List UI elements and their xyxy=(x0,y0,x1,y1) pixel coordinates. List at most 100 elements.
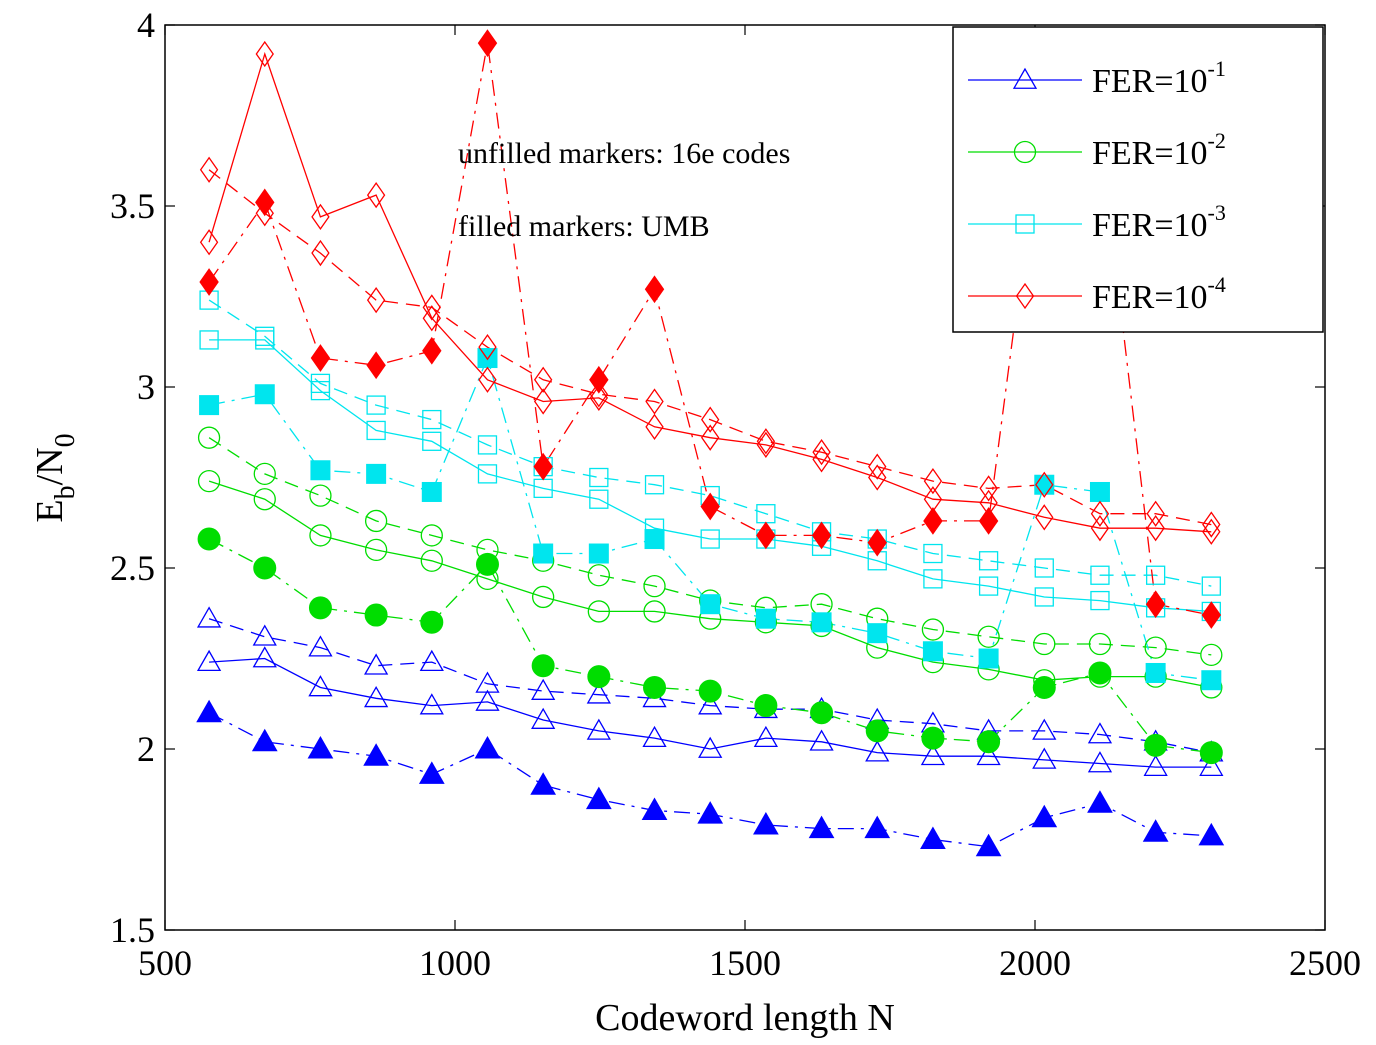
x-tick-label-4: 2500 xyxy=(1289,943,1361,983)
series-5-point-1 xyxy=(253,556,277,580)
series-10-point-7 xyxy=(589,381,609,408)
series-8-point-3 xyxy=(366,463,387,484)
series-2-point-11 xyxy=(808,815,835,839)
series-10-point-10 xyxy=(756,428,776,455)
series-2-point-16 xyxy=(1087,790,1113,813)
series-11-point-12 xyxy=(867,528,887,557)
series-5-point-5 xyxy=(475,552,499,576)
series-4-point-0 xyxy=(197,426,221,449)
series-11-point-17 xyxy=(1145,590,1166,619)
series-8-point-14 xyxy=(978,648,999,669)
series-7-point-5 xyxy=(477,435,498,455)
x-tick-label-0: 500 xyxy=(138,943,192,983)
series-1-point-3 xyxy=(363,653,389,675)
series-11-point-13 xyxy=(923,507,943,535)
series-3-point-4 xyxy=(420,549,443,572)
series-0-point-8 xyxy=(642,725,667,748)
annotation-unfilled: unfilled markers: 16e codes xyxy=(458,137,790,170)
y-tick-label-5: 4 xyxy=(137,5,155,45)
series-5-point-13 xyxy=(921,726,945,750)
series-5-point-16 xyxy=(1088,661,1112,685)
series-11-point-3 xyxy=(366,351,386,380)
series-9-point-12 xyxy=(868,464,887,491)
series-2-point-3 xyxy=(363,743,389,766)
series-7-point-13 xyxy=(923,543,943,564)
series-11-point-0 xyxy=(199,268,219,296)
series-4-point-16 xyxy=(1088,632,1112,656)
y-axis-label: Eb/N0 xyxy=(29,433,81,522)
series-5-point-4 xyxy=(420,610,444,634)
series-5-point-8 xyxy=(643,675,667,699)
series-3-point-2 xyxy=(309,524,332,547)
series-10-point-17 xyxy=(1146,500,1165,527)
series-line-1 xyxy=(208,618,1212,754)
series-5-point-17 xyxy=(1144,733,1168,757)
series-5-point-9 xyxy=(698,679,722,703)
series-0-point-3 xyxy=(363,686,389,708)
legend-label-base-2: FER=10 xyxy=(1092,207,1208,244)
svg-text:Eb/N0: Eb/N0 xyxy=(29,433,81,522)
series-11-point-7 xyxy=(589,365,609,394)
series-4-point-17 xyxy=(1144,636,1167,659)
series-11-point-10 xyxy=(756,521,776,550)
series-11-point-8 xyxy=(644,275,665,304)
series-11-point-5 xyxy=(477,29,498,57)
legend-label-0: FER=10-1 xyxy=(1092,56,1226,100)
series-0-point-7 xyxy=(586,718,611,740)
series-7-point-2 xyxy=(310,373,331,394)
series-5-point-12 xyxy=(865,719,889,743)
series-4-point-7 xyxy=(587,564,610,587)
series-0-point-13 xyxy=(920,743,946,766)
series-3-point-6 xyxy=(532,585,555,609)
series-9-point-15 xyxy=(1035,504,1054,531)
series-10-point-6 xyxy=(533,366,553,393)
x-axis-label: Codeword length N xyxy=(595,997,895,1039)
series-0-point-9 xyxy=(698,736,723,758)
legend-marker-1 xyxy=(1013,140,1037,164)
series-3-point-0 xyxy=(197,469,221,493)
series-10-point-16 xyxy=(1090,500,1110,527)
series-2-point-7 xyxy=(585,786,612,810)
legend-label-1: FER=10-2 xyxy=(1092,128,1226,172)
series-10-point-4 xyxy=(422,294,441,321)
series-1-point-15 xyxy=(1032,718,1057,740)
series-7-point-8 xyxy=(644,475,665,495)
series-10-point-0 xyxy=(199,156,219,183)
series-8-point-7 xyxy=(588,543,609,564)
series-7-point-4 xyxy=(422,409,442,430)
series-1-point-7 xyxy=(586,682,611,704)
series-8-point-4 xyxy=(421,481,442,502)
series-0-point-11 xyxy=(809,729,834,751)
series-9-point-1 xyxy=(255,40,274,68)
y-axis-label-mid: /N xyxy=(29,447,71,485)
series-2-point-9 xyxy=(697,801,724,824)
series-4-point-18 xyxy=(1200,643,1223,667)
series-7-point-17 xyxy=(1145,565,1166,585)
legend-label-exp-0: -1 xyxy=(1208,56,1226,81)
series-11-point-18 xyxy=(1201,601,1222,629)
series-8-point-12 xyxy=(867,623,888,644)
series-7-point-3 xyxy=(366,395,386,415)
legend-label-exp-3: -4 xyxy=(1208,272,1226,297)
series-6-point-13 xyxy=(923,569,943,589)
series-10-point-8 xyxy=(645,388,664,415)
series-5-point-10 xyxy=(754,694,778,718)
series-9-point-0 xyxy=(199,229,219,256)
series-7-point-7 xyxy=(589,467,609,488)
series-5-point-3 xyxy=(364,603,388,627)
series-7-point-15 xyxy=(1034,558,1054,578)
y-tick-label-2: 2.5 xyxy=(110,548,155,588)
series-0-point-15 xyxy=(1032,747,1057,769)
series-3-point-7 xyxy=(587,600,610,623)
series-8-point-17 xyxy=(1145,662,1166,683)
series-10-point-11 xyxy=(812,439,831,466)
series-8-point-6 xyxy=(533,543,554,564)
legend-marker-2 xyxy=(1015,214,1035,234)
series-8-point-18 xyxy=(1201,670,1222,691)
series-9-point-17 xyxy=(1146,515,1165,542)
series-0-point-12 xyxy=(865,740,890,762)
series-0-point-18 xyxy=(1199,754,1224,776)
series-7-point-1 xyxy=(255,326,275,346)
series-1-point-4 xyxy=(419,649,444,672)
ticks-layer: 500 1000 1500 2000 2500 1.5 2 2.5 3 3.5 4 xyxy=(110,5,1361,983)
